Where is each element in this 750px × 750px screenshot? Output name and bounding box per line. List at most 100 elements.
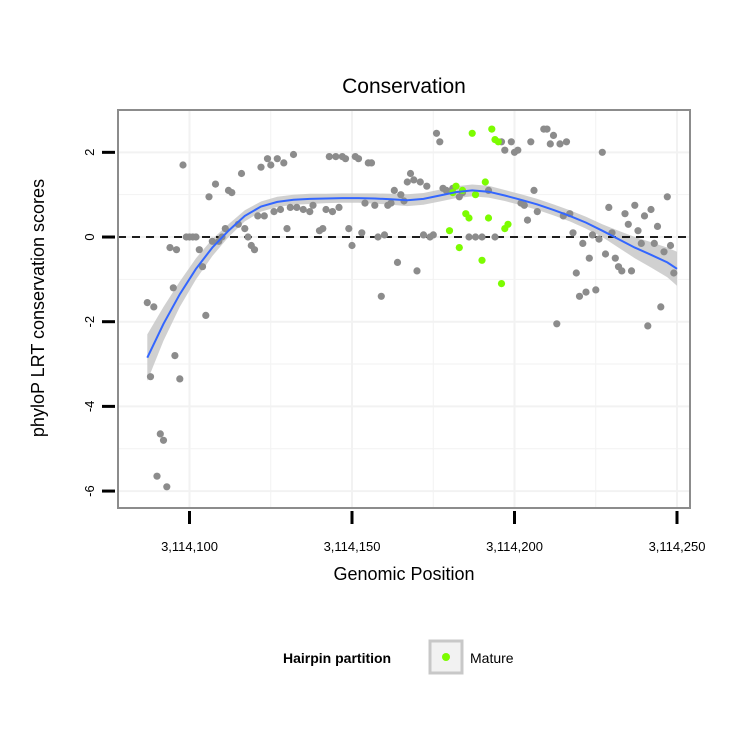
- data-point: [221, 225, 229, 233]
- data-point: [345, 225, 353, 233]
- data-point: [533, 208, 541, 216]
- data-point: [250, 246, 259, 254]
- data-point: [530, 186, 538, 194]
- data-point: [322, 205, 330, 214]
- data-point: [523, 216, 532, 224]
- data-point: [585, 254, 593, 262]
- data-point-mature: [494, 138, 502, 146]
- data-point: [263, 155, 272, 163]
- data-point-mature: [465, 214, 473, 222]
- data-point-mature: [497, 280, 506, 288]
- data-point: [410, 176, 418, 184]
- data-point: [172, 246, 181, 254]
- data-point-mature: [455, 244, 463, 252]
- data-point: [306, 208, 314, 216]
- data-point: [660, 248, 668, 256]
- data-point: [471, 233, 480, 241]
- data-point: [666, 241, 675, 250]
- data-point: [150, 303, 158, 311]
- legend-title: Hairpin partition: [283, 650, 391, 666]
- x-tick-label: 3,114,250: [649, 539, 706, 554]
- data-point: [556, 140, 564, 148]
- data-point: [598, 148, 606, 156]
- data-point: [546, 140, 554, 148]
- data-point: [627, 267, 636, 275]
- data-point: [491, 233, 499, 241]
- data-point: [514, 146, 522, 154]
- data-point-mature: [478, 256, 486, 264]
- data-point: [354, 155, 363, 163]
- data-point: [341, 155, 350, 163]
- y-tick-label: -4: [82, 401, 97, 413]
- y-tick-label: -2: [82, 316, 97, 328]
- data-point: [501, 146, 509, 154]
- chart-title: Conservation: [342, 75, 466, 98]
- data-point: [543, 125, 551, 133]
- data-point: [267, 161, 275, 169]
- legend-label-mature: Mature: [470, 650, 514, 666]
- data-point: [195, 246, 203, 254]
- data-point: [228, 189, 236, 197]
- data-point: [390, 186, 398, 194]
- data-point: [436, 138, 444, 146]
- data-point: [579, 239, 587, 247]
- data-point: [634, 227, 642, 235]
- data-point: [143, 299, 151, 307]
- data-point: [244, 233, 252, 241]
- data-point-mature: [481, 178, 489, 186]
- y-tick-label: -6: [82, 485, 97, 497]
- data-point: [176, 375, 184, 383]
- data-point: [429, 231, 437, 239]
- data-point: [650, 239, 658, 247]
- data-point: [169, 284, 177, 292]
- data-point: [670, 269, 678, 277]
- data-point: [478, 233, 486, 241]
- data-point: [618, 267, 626, 275]
- data-point: [631, 201, 639, 209]
- data-point: [387, 199, 395, 207]
- data-point: [406, 169, 415, 178]
- data-point: [335, 203, 343, 211]
- data-point: [416, 178, 424, 186]
- data-point: [374, 233, 382, 241]
- data-point-mature: [504, 220, 512, 228]
- plot-frame: [117, 109, 691, 509]
- data-point: [270, 208, 278, 216]
- data-point: [237, 169, 246, 178]
- data-point: [163, 483, 171, 491]
- data-point: [348, 241, 356, 250]
- data-point: [553, 320, 561, 328]
- data-point: [397, 191, 405, 199]
- data-point: [319, 225, 327, 233]
- x-tick-label: 3,114,100: [161, 539, 218, 554]
- data-point: [442, 186, 450, 194]
- data-point: [663, 193, 671, 201]
- data-point-mature: [468, 129, 476, 137]
- data-point: [637, 239, 645, 247]
- data-point: [647, 205, 655, 214]
- data-point: [640, 212, 649, 220]
- legend: Hairpin partition Mature: [283, 639, 514, 675]
- data-point: [198, 263, 207, 271]
- smooth-line: [146, 189, 678, 359]
- data-point: [358, 229, 366, 237]
- data-point: [380, 231, 389, 239]
- data-point: [657, 303, 665, 311]
- data-point: [146, 373, 155, 381]
- data-point: [293, 203, 301, 211]
- data-point: [611, 254, 619, 262]
- data-point: [280, 159, 288, 167]
- data-point: [592, 286, 600, 294]
- data-point: [644, 322, 652, 330]
- data-point: [520, 201, 528, 209]
- data-point: [624, 220, 632, 228]
- legend-swatch-mature: [442, 653, 450, 661]
- data-point: [393, 258, 402, 266]
- data-point-mature: [484, 214, 493, 222]
- data-point: [192, 233, 200, 241]
- data-point: [208, 237, 216, 245]
- data-point: [371, 201, 379, 209]
- data-point: [286, 203, 294, 211]
